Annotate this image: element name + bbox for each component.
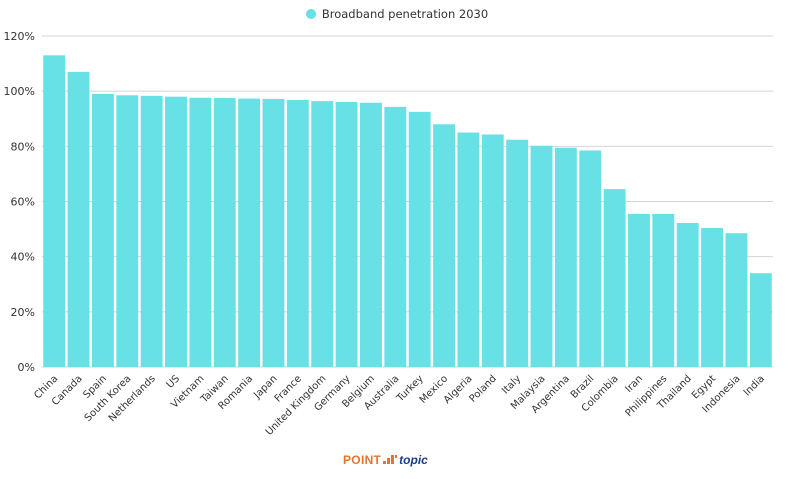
- x-tick-label: India: [742, 373, 767, 398]
- bar-mexico[interactable]: [433, 124, 455, 368]
- logo-topic-text: topic: [399, 453, 428, 467]
- y-axis: 0% 20% 40% 60% 80% 100% 120%: [4, 30, 35, 374]
- bars: [43, 55, 772, 368]
- bar-taiwan[interactable]: [213, 98, 236, 367]
- x-tick-label: US: [165, 373, 182, 390]
- bar-algeria[interactable]: [457, 132, 480, 367]
- bar-turkey[interactable]: [408, 111, 431, 368]
- y-tick-label: 20%: [11, 306, 35, 319]
- y-tick-label: 0%: [18, 361, 35, 374]
- bar-india[interactable]: [749, 273, 772, 367]
- y-tick-label: 40%: [11, 251, 35, 264]
- bar-brazil[interactable]: [579, 150, 602, 367]
- bar-romania[interactable]: [238, 98, 261, 367]
- pointtopic-logo: POINT topic: [343, 453, 428, 467]
- bar-argentina[interactable]: [554, 147, 577, 367]
- y-tick-label: 120%: [4, 30, 35, 43]
- bar-france[interactable]: [286, 99, 309, 367]
- bar-germany[interactable]: [335, 101, 358, 367]
- bar-iran[interactable]: [628, 213, 650, 367]
- logo-grid-icon: [383, 455, 398, 465]
- logo-point-text: POINT: [343, 453, 382, 467]
- y-tick-label: 100%: [4, 85, 35, 98]
- legend-swatch: [305, 9, 316, 19]
- bar-vietnam[interactable]: [189, 97, 212, 367]
- bar-united-kingdom[interactable]: [311, 101, 334, 367]
- bar-egypt[interactable]: [701, 227, 724, 367]
- bar-south-korea[interactable]: [116, 95, 139, 367]
- gridlines: [42, 35, 773, 368]
- bar-poland[interactable]: [481, 134, 504, 367]
- bar-spain[interactable]: [91, 93, 114, 368]
- bar-italy[interactable]: [506, 139, 529, 367]
- bar-malaysia[interactable]: [530, 145, 553, 367]
- chart-legend: Broadband penetration 2030: [0, 7, 794, 21]
- x-tick-label: Iran: [624, 373, 646, 395]
- bar-japan[interactable]: [262, 98, 285, 367]
- bar-netherlands[interactable]: [140, 95, 163, 367]
- bar-belgium[interactable]: [360, 102, 382, 368]
- bar-canada[interactable]: [67, 71, 90, 367]
- bar-thailand[interactable]: [676, 223, 699, 367]
- x-tick-label: Poland: [468, 373, 499, 404]
- bar-australia[interactable]: [384, 106, 407, 368]
- bar-china[interactable]: [43, 55, 66, 367]
- bar-indonesia[interactable]: [725, 233, 748, 367]
- y-tick-label: 60%: [11, 196, 35, 209]
- legend-label: Broadband penetration 2030: [321, 7, 489, 21]
- bar-us[interactable]: [165, 96, 187, 367]
- y-tick-label: 80%: [11, 140, 35, 153]
- bar-philippines[interactable]: [652, 213, 675, 367]
- bar-colombia[interactable]: [603, 189, 626, 367]
